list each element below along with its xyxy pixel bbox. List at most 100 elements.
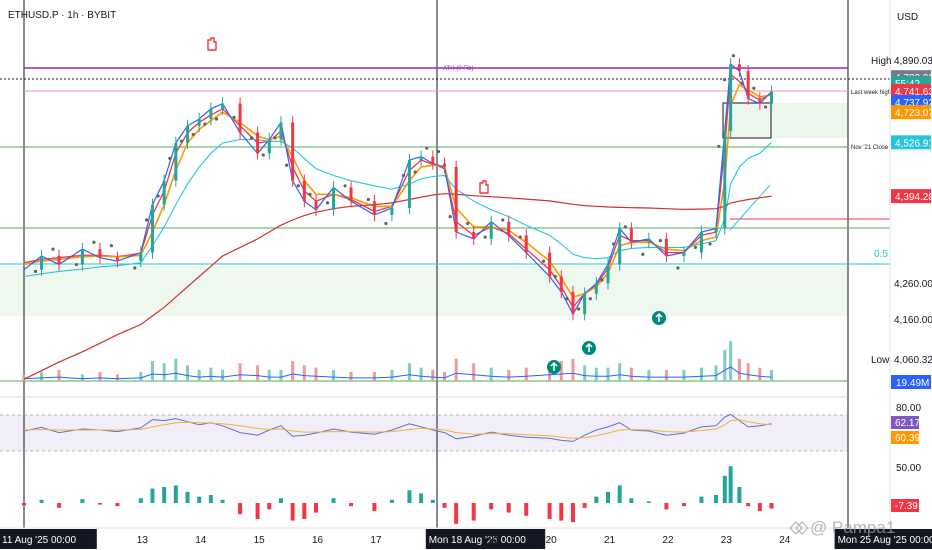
candle-body (583, 293, 587, 315)
candle-body (699, 232, 703, 253)
candle-body (723, 131, 727, 229)
macd-hist-bar (57, 503, 62, 508)
candle-body (737, 64, 741, 72)
psar-dot (425, 146, 429, 150)
psar-dot (600, 278, 604, 282)
volume-bar (758, 367, 762, 381)
macd-hist-bar (664, 503, 669, 510)
time-label-bg (425, 529, 546, 549)
ath-level-label: ATH (0 Fib) (443, 66, 474, 72)
candle-body (98, 249, 102, 258)
psar-dot (577, 307, 581, 311)
rsi-value-badge-bg (891, 416, 919, 429)
buy-signal-icon (582, 341, 596, 355)
time-label: 13 (137, 535, 149, 546)
psar-dot (708, 242, 712, 246)
price-extreme-value: 4,890.03 (894, 56, 932, 67)
macd-hist-bar (267, 503, 272, 510)
macd-hist-bar (757, 503, 762, 511)
candle-body (431, 156, 435, 164)
volume-bar (174, 358, 178, 381)
candle-body (524, 235, 528, 253)
macd-hist-bar (442, 503, 447, 508)
psar-dot (763, 105, 768, 109)
macd-hist-bar (714, 495, 719, 503)
volume-bar (583, 365, 587, 381)
macd-hist-bar (150, 488, 155, 503)
psar-dot (542, 259, 546, 263)
volume-bar (594, 367, 598, 381)
candle-body (174, 142, 178, 181)
volume-bar (419, 367, 423, 381)
volume-ma-line (23, 366, 772, 380)
volume-bar (22, 374, 26, 381)
macd-hist-bar (22, 503, 26, 506)
volume-bar (559, 361, 563, 381)
psar-dots (33, 54, 768, 311)
macd-hist-bar (389, 499, 394, 503)
rsi-value-badge: 62.17 (895, 418, 920, 429)
psar-dot (203, 122, 207, 126)
price-tick: 4,160.00 (894, 315, 932, 326)
psar-dot (214, 117, 219, 121)
macd-hist-bar (547, 503, 552, 519)
volume-bar (162, 363, 166, 381)
volume-bar (664, 369, 668, 381)
macd-hist-bar (407, 490, 412, 503)
candle-body (162, 180, 166, 205)
volume-bar (407, 363, 411, 381)
rsi-pane (23, 413, 772, 442)
psar-dot (501, 218, 505, 222)
pointing-hand-icon (479, 180, 489, 194)
candle-body (559, 276, 563, 292)
price-badges: High4,890.034,782.2055:424,741.634,737.9… (871, 56, 932, 366)
consolidation-zone (723, 103, 848, 138)
candle-body (209, 108, 213, 120)
consolidation-box (722, 102, 772, 139)
macd-hist-bar (489, 503, 494, 510)
macd-hist-bar (162, 487, 167, 503)
rsi-signal-badge-bg (891, 431, 919, 444)
candle-body (186, 125, 190, 143)
volume-bar (647, 369, 651, 381)
candle-body (489, 221, 493, 239)
psar-dot (553, 274, 557, 279)
trend-line (729, 184, 771, 231)
volume-bar (431, 369, 435, 381)
rsi-upper-label: 80.00 (896, 403, 921, 414)
watermark: @ Pampa1 (789, 518, 895, 537)
candle-body (746, 71, 750, 99)
volume-bar (80, 374, 84, 381)
psar-dot (325, 201, 330, 205)
psar-dot (285, 163, 289, 167)
moving-average-line (23, 193, 772, 380)
volume-bar (454, 358, 458, 381)
time-axis[interactable]: 11 Aug '25 00:00 12 13 14 15 16 17 Mon 18 Aug '… (0, 529, 932, 549)
macd-hist-bar (331, 498, 336, 503)
price-badge-value: 4,741.63 (895, 87, 932, 98)
volume-bar (291, 361, 295, 381)
currency-label[interactable]: USD (897, 12, 918, 23)
volume-bar (302, 365, 306, 381)
price-badge-bg (891, 189, 931, 204)
macd-hist-bar (197, 496, 202, 503)
price-badge-value: 4,723.07 (895, 108, 932, 119)
macd-hist-bar (430, 499, 435, 503)
psar-dot (366, 197, 370, 202)
psar-dot (179, 139, 184, 143)
psar-dot (384, 221, 388, 226)
macd-hist-bar (220, 499, 225, 503)
macd-hist-bar (419, 493, 424, 503)
watermark-logo-icon (789, 521, 809, 535)
psar-dot (466, 221, 470, 226)
candle-body (682, 252, 686, 256)
volume-bar (629, 367, 633, 381)
macd-hist-bar (594, 496, 599, 503)
symbol-title: ETHUSD.P · 1h · BYBIT (8, 10, 116, 21)
macd-hist-bar (722, 475, 727, 503)
volume-bar (221, 369, 225, 381)
volume-bar (472, 363, 476, 381)
time-label: 22 (662, 535, 674, 546)
macd-hist-bar (302, 503, 307, 519)
